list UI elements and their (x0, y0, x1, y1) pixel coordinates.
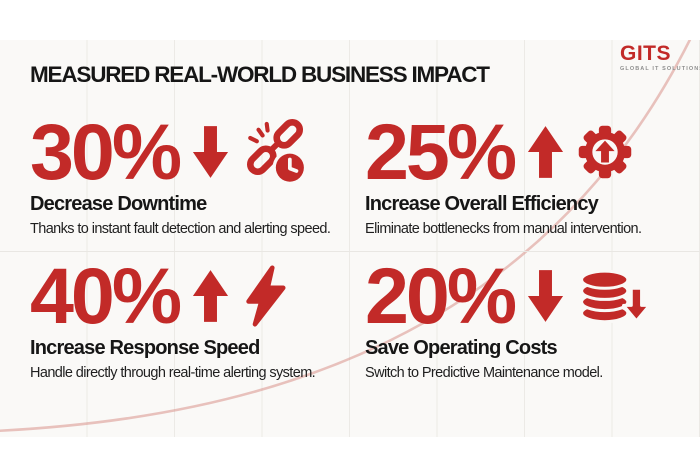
arrow-down-icon (527, 269, 564, 323)
stat-card-efficiency: 25% Increase Overall Effici (365, 107, 685, 237)
stat-value: 25% (365, 107, 517, 196)
broken-chain-clock-icon (242, 118, 308, 186)
growth-curve (0, 40, 692, 433)
stat-card-response: 40% Increase Response Speed Handle direc… (30, 251, 350, 381)
stat-value: 40% (30, 251, 182, 340)
stat-row: 25% (365, 107, 685, 196)
stat-value: 20% (365, 251, 517, 340)
stat-card-downtime: 30% (30, 107, 350, 237)
brand-tagline: GLOBAL IT SOLUTIONS (620, 66, 700, 72)
brand-name: GITS (620, 42, 672, 65)
gear-up-arrow-icon (577, 124, 633, 180)
coins-down-arrow-icon (577, 266, 653, 326)
stat-heading: Increase Overall Efficiency (365, 193, 599, 215)
stat-heading: Save Operating Costs (365, 337, 558, 359)
lightning-bolt-icon (242, 265, 288, 327)
stat-description: Switch to Predictive Maintenance model. (365, 365, 603, 381)
brand-logo: GITS GLOBAL IT SOLUTIONS (620, 42, 700, 72)
stat-card-costs: 20% Save Operating Costs Switch to Predi… (365, 251, 685, 381)
stat-heading: Decrease Downtime (30, 193, 207, 215)
slide-background (0, 40, 700, 437)
quadrant-divider (0, 251, 700, 252)
page-title: MEASURED REAL-WORLD BUSINESS IMPACT (30, 62, 490, 87)
stat-row: 20% (365, 251, 685, 340)
stat-row: 30% (30, 107, 350, 196)
stat-description: Handle directly through real-time alerti… (30, 365, 316, 381)
stat-row: 40% (30, 251, 350, 340)
stat-heading: Increase Response Speed (30, 337, 260, 359)
arrow-up-icon (527, 125, 564, 179)
stat-description: Eliminate bottlenecks from manual interv… (365, 221, 642, 237)
arrow-up-icon (192, 269, 229, 323)
stat-description: Thanks to instant fault detection and al… (30, 221, 331, 237)
arrow-down-icon (192, 125, 229, 179)
stat-value: 30% (30, 107, 182, 196)
